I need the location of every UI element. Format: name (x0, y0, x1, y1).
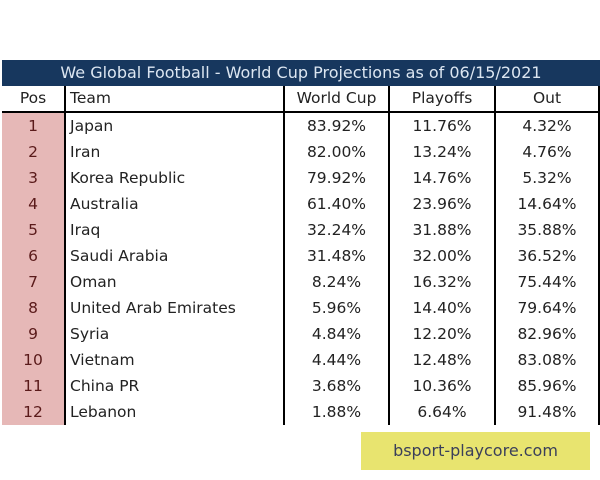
cell-world-cup: 61.40% (285, 191, 390, 217)
cell-playoffs: 12.48% (390, 347, 496, 373)
table-title: We Global Football - World Cup Projectio… (2, 60, 600, 86)
cell-playoffs: 11.76% (390, 113, 496, 139)
cell-playoffs: 14.40% (390, 295, 496, 321)
watermark: bsport-playcore.com (361, 432, 590, 470)
cell-pos: 11 (2, 373, 66, 399)
cell-pos: 9 (2, 321, 66, 347)
cell-world-cup: 4.44% (285, 347, 390, 373)
cell-world-cup: 82.00% (285, 139, 390, 165)
cell-out: 4.32% (496, 113, 600, 139)
cell-out: 83.08% (496, 347, 600, 373)
cell-team: Iraq (66, 217, 285, 243)
cell-playoffs: 10.36% (390, 373, 496, 399)
cell-playoffs: 32.00% (390, 243, 496, 269)
cell-playoffs: 12.20% (390, 321, 496, 347)
cell-world-cup: 3.68% (285, 373, 390, 399)
cell-team: Iran (66, 139, 285, 165)
cell-team: Vietnam (66, 347, 285, 373)
table-row: 2 Iran 82.00% 13.24% 4.76% (2, 139, 600, 165)
table-row: 4 Australia 61.40% 23.96% 14.64% (2, 191, 600, 217)
cell-world-cup: 31.48% (285, 243, 390, 269)
cell-out: 79.64% (496, 295, 600, 321)
cell-playoffs: 13.24% (390, 139, 496, 165)
table-row: 11 China PR 3.68% 10.36% 85.96% (2, 373, 600, 399)
header-out: Out (496, 86, 600, 111)
cell-playoffs: 16.32% (390, 269, 496, 295)
cell-team: Korea Republic (66, 165, 285, 191)
cell-world-cup: 8.24% (285, 269, 390, 295)
cell-pos: 12 (2, 399, 66, 425)
cell-playoffs: 31.88% (390, 217, 496, 243)
cell-pos: 6 (2, 243, 66, 269)
cell-pos: 2 (2, 139, 66, 165)
cell-pos: 8 (2, 295, 66, 321)
cell-pos: 3 (2, 165, 66, 191)
cell-team: Saudi Arabia (66, 243, 285, 269)
header-world-cup: World Cup (285, 86, 390, 111)
cell-world-cup: 1.88% (285, 399, 390, 425)
cell-world-cup: 83.92% (285, 113, 390, 139)
cell-playoffs: 14.76% (390, 165, 496, 191)
table-row: 6 Saudi Arabia 31.48% 32.00% 36.52% (2, 243, 600, 269)
cell-out: 14.64% (496, 191, 600, 217)
cell-pos: 10 (2, 347, 66, 373)
cell-pos: 1 (2, 113, 66, 139)
cell-out: 5.32% (496, 165, 600, 191)
cell-world-cup: 79.92% (285, 165, 390, 191)
projections-table: We Global Football - World Cup Projectio… (2, 60, 600, 425)
cell-pos: 5 (2, 217, 66, 243)
cell-pos: 7 (2, 269, 66, 295)
cell-pos: 4 (2, 191, 66, 217)
cell-world-cup: 5.96% (285, 295, 390, 321)
cell-out: 82.96% (496, 321, 600, 347)
cell-world-cup: 4.84% (285, 321, 390, 347)
cell-team: Japan (66, 113, 285, 139)
cell-team: United Arab Emirates (66, 295, 285, 321)
cell-team: China PR (66, 373, 285, 399)
cell-out: 4.76% (496, 139, 600, 165)
cell-team: Syria (66, 321, 285, 347)
cell-team: Lebanon (66, 399, 285, 425)
cell-out: 35.88% (496, 217, 600, 243)
cell-playoffs: 6.64% (390, 399, 496, 425)
cell-world-cup: 32.24% (285, 217, 390, 243)
cell-out: 75.44% (496, 269, 600, 295)
cell-out: 85.96% (496, 373, 600, 399)
table-row: 10 Vietnam 4.44% 12.48% 83.08% (2, 347, 600, 373)
header-pos: Pos (2, 86, 66, 111)
table-row: 7 Oman 8.24% 16.32% 75.44% (2, 269, 600, 295)
cell-out: 91.48% (496, 399, 600, 425)
table-body: 1 Japan 83.92% 11.76% 4.32% 2 Iran 82.00% 13.24%… (2, 113, 600, 425)
cell-team: Australia (66, 191, 285, 217)
table-row: 5 Iraq 32.24% 31.88% 35.88% (2, 217, 600, 243)
cell-playoffs: 23.96% (390, 191, 496, 217)
header-team: Team (66, 86, 285, 111)
header-playoffs: Playoffs (390, 86, 496, 111)
cell-team: Oman (66, 269, 285, 295)
table-row: 8 United Arab Emirates 5.96% 14.40% 79.64% (2, 295, 600, 321)
table-row: 1 Japan 83.92% 11.76% 4.32% (2, 113, 600, 139)
table-row: 12 Lebanon 1.88% 6.64% 91.48% (2, 399, 600, 425)
cell-out: 36.52% (496, 243, 600, 269)
table-row: 3 Korea Republic 79.92% 14.76% 5.32% (2, 165, 600, 191)
table-row: 9 Syria 4.84% 12.20% 82.96% (2, 321, 600, 347)
header-row: Pos Team World Cup Playoffs Out (2, 86, 600, 113)
